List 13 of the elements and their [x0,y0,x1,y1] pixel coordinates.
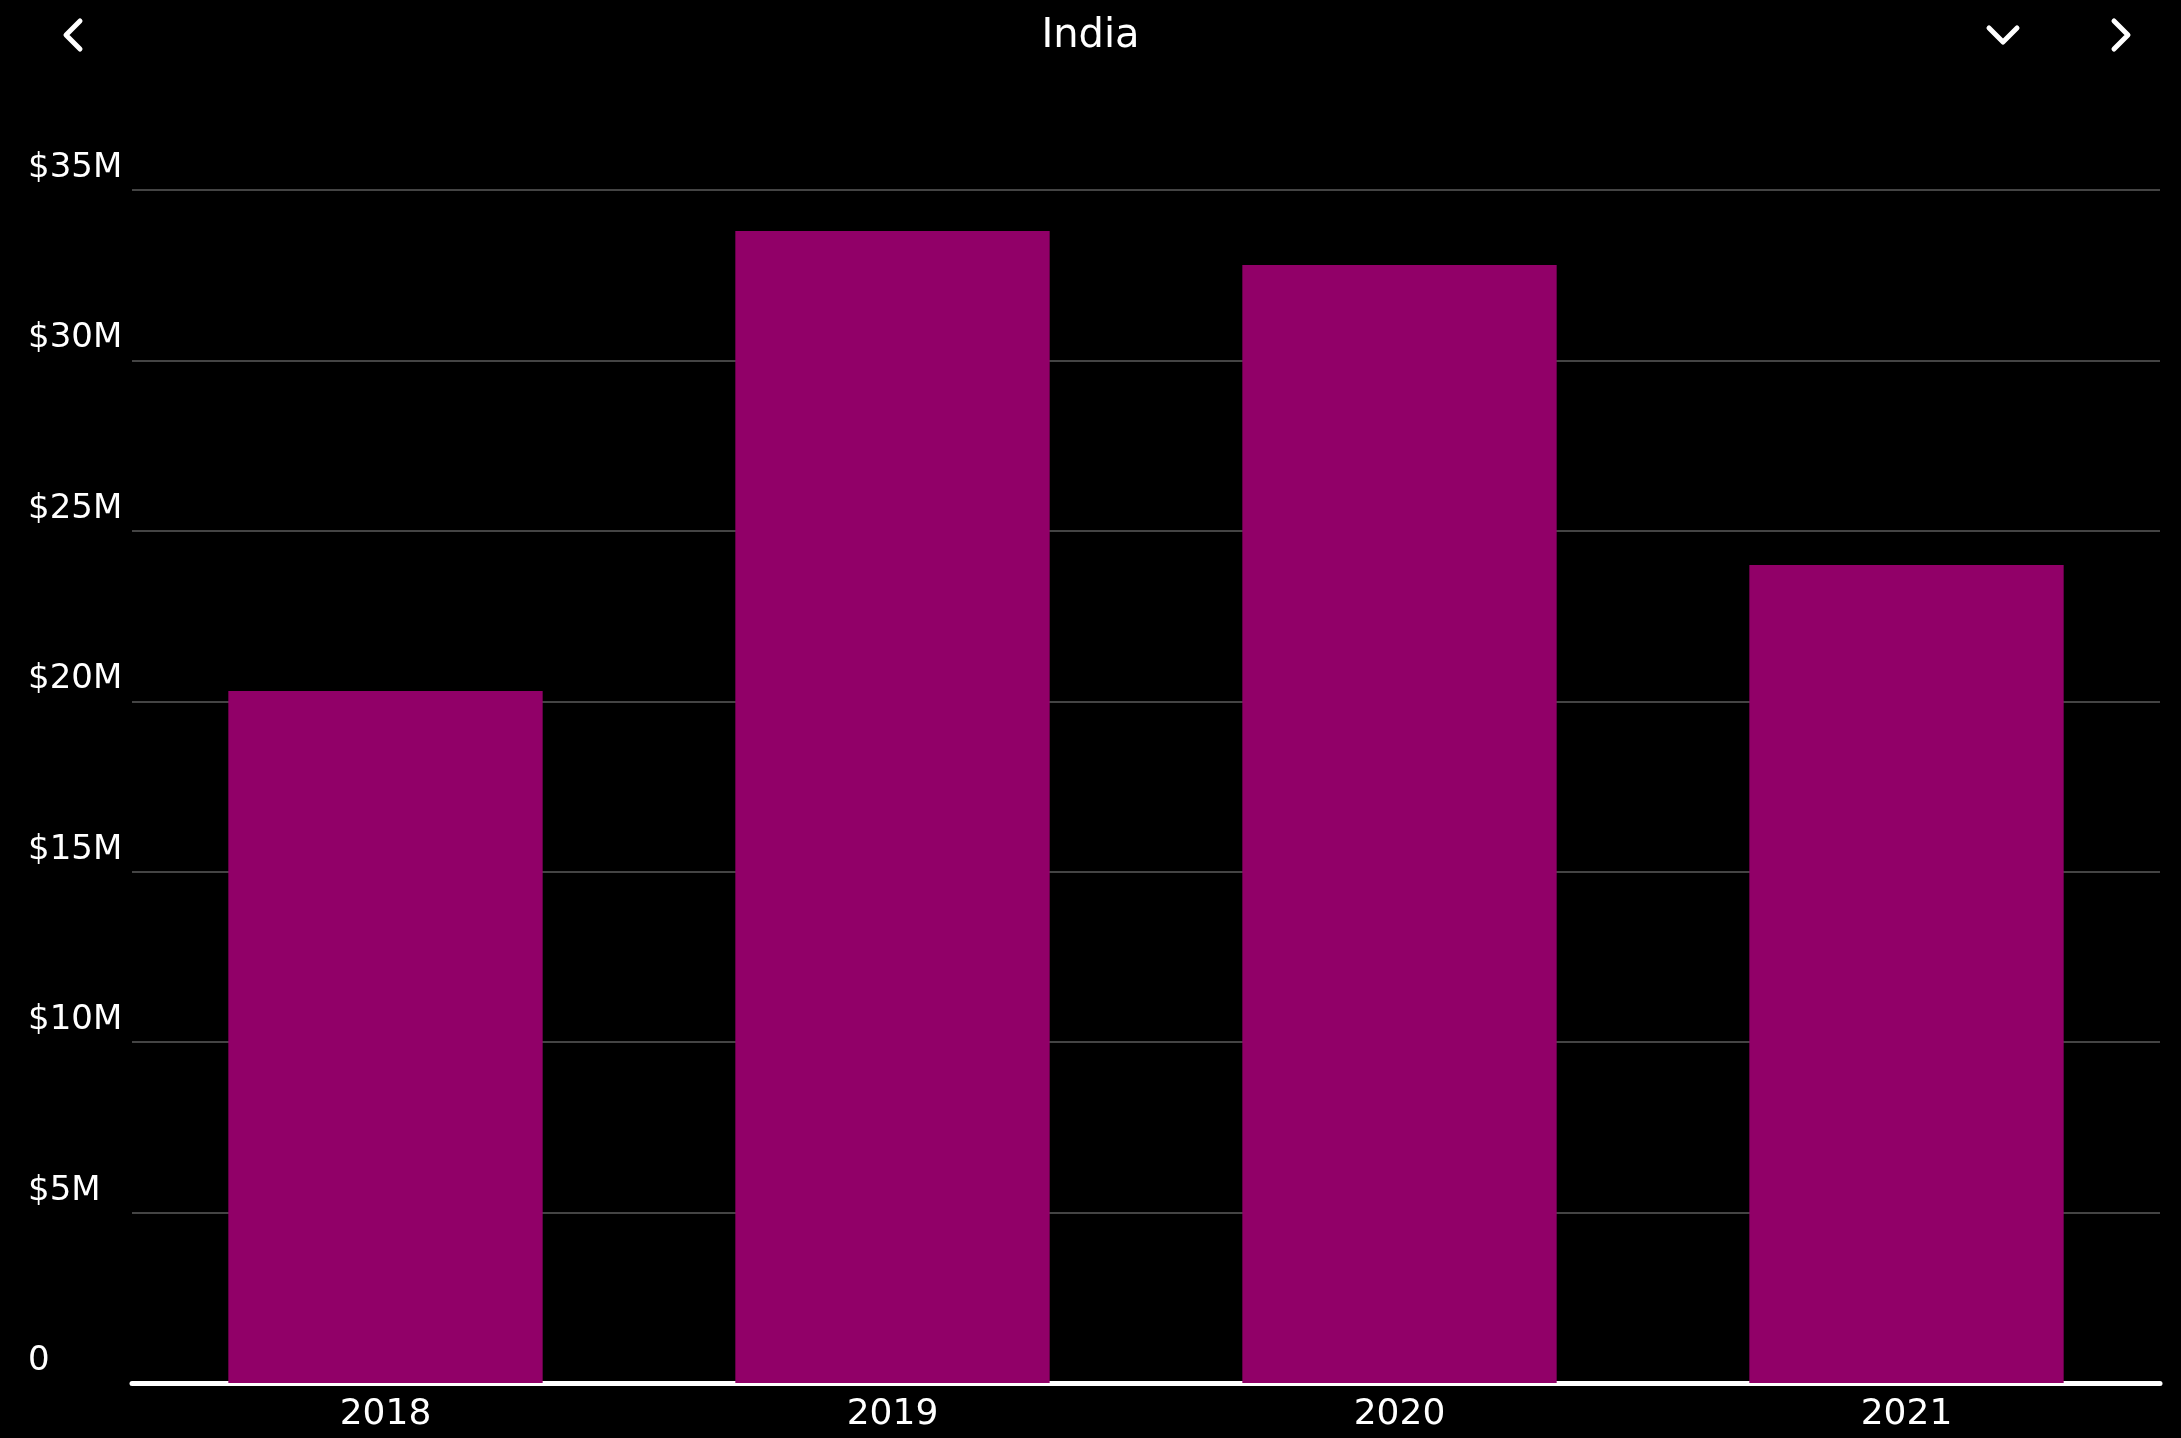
y-tick-label: $15M [28,826,123,867]
y-tick-label: $5M [28,1167,101,1208]
chart-title: India [1041,10,1140,56]
x-tick-label: 2020 [1353,1390,1446,1432]
y-tick-label: $20M [28,656,123,697]
y-tick-label: 0 [28,1338,50,1378]
x-tick-label: 2019 [846,1390,939,1432]
y-tick-label: $10M [28,997,123,1038]
y-tick-label: $30M [28,315,123,356]
x-tick-label: 2021 [1860,1390,1953,1432]
y-tick-label: $35M [28,145,123,185]
x-tick-label: 2018 [339,1390,432,1432]
y-tick-label: $25M [28,485,123,526]
